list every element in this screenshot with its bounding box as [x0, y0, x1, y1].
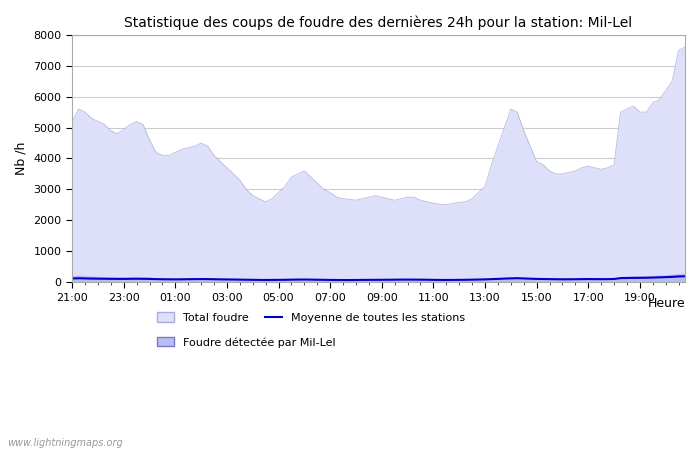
- Y-axis label: Nb /h: Nb /h: [15, 142, 28, 175]
- Title: Statistique des coups de foudre des dernières 24h pour la station: Mil-Lel: Statistique des coups de foudre des dern…: [125, 15, 633, 30]
- Text: Heure: Heure: [648, 297, 685, 310]
- Text: www.lightningmaps.org: www.lightningmaps.org: [7, 438, 122, 448]
- Legend: Foudre détectée par Mil-Lel: Foudre détectée par Mil-Lel: [158, 337, 335, 348]
